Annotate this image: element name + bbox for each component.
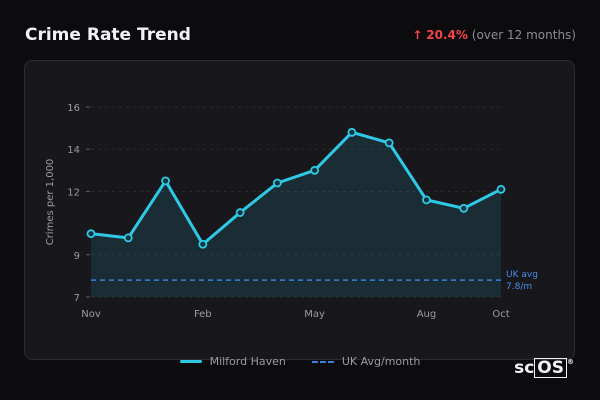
data-point-aug[interactable] <box>422 195 431 205</box>
data-point-sep[interactable] <box>459 203 469 213</box>
data-point-nov[interactable] <box>86 229 96 239</box>
data-point-jan[interactable] <box>161 176 170 186</box>
uk-average-value: 7.8/m <box>506 282 532 292</box>
x-tick-label: Nov <box>81 309 101 320</box>
x-axis-ticks: Nov Feb May Aug Oct <box>81 309 509 320</box>
data-point-apr[interactable] <box>272 178 282 188</box>
watermark-logo: sc OS ® <box>514 358 574 378</box>
legend-dashed-line-icon <box>311 360 334 363</box>
chart-title: Crime Rate Trend <box>25 25 191 45</box>
data-point-oct[interactable] <box>496 184 506 194</box>
grid-lines <box>91 106 501 298</box>
legend-solid-line-icon <box>179 360 202 363</box>
data-point-jun[interactable] <box>347 127 357 137</box>
series-line-milford-haven <box>89 130 503 246</box>
y-tick-label: 12 <box>67 187 80 198</box>
trend-change-percent: 20.4% <box>426 28 468 42</box>
x-tick-label: Feb <box>194 309 212 320</box>
chart-card <box>24 60 575 360</box>
legend-avg-label: UK Avg/month <box>341 355 421 368</box>
uk-average-label: UK avg <box>506 270 538 280</box>
legend-item-series[interactable]: Milford Haven <box>179 355 286 368</box>
y-tick-label: 14 <box>67 145 80 156</box>
y-tick-label: 7 <box>74 293 80 304</box>
trend-change: ↑ 20.4% (over 12 months) <box>412 28 576 42</box>
legend-item-uk-average[interactable]: UK Avg/month <box>311 355 421 368</box>
series-points <box>86 127 506 249</box>
series-area-fill <box>91 132 501 297</box>
trend-up-arrow-icon: ↑ <box>412 28 423 42</box>
chart-legend: Milford Haven UK Avg/month <box>0 355 600 368</box>
data-point-dec[interactable] <box>123 233 133 243</box>
data-point-may[interactable] <box>310 165 320 175</box>
x-tick-label: Oct <box>492 309 509 320</box>
data-point-mar[interactable] <box>235 208 245 217</box>
legend-series-label: Milford Haven <box>209 355 286 368</box>
data-point-feb[interactable] <box>198 239 208 249</box>
x-tick-label: Aug <box>417 309 437 320</box>
y-tick-label: 9 <box>74 251 80 262</box>
y-tick-label: 16 <box>67 103 80 114</box>
y-axis-label: Crimes per 1,000 <box>45 159 56 246</box>
y-axis-ticks: 7 9 12 14 16 <box>67 103 90 304</box>
x-tick-label: May <box>304 309 325 320</box>
data-point-jul[interactable] <box>384 138 394 148</box>
trend-change-period: (over 12 months) <box>471 28 576 42</box>
